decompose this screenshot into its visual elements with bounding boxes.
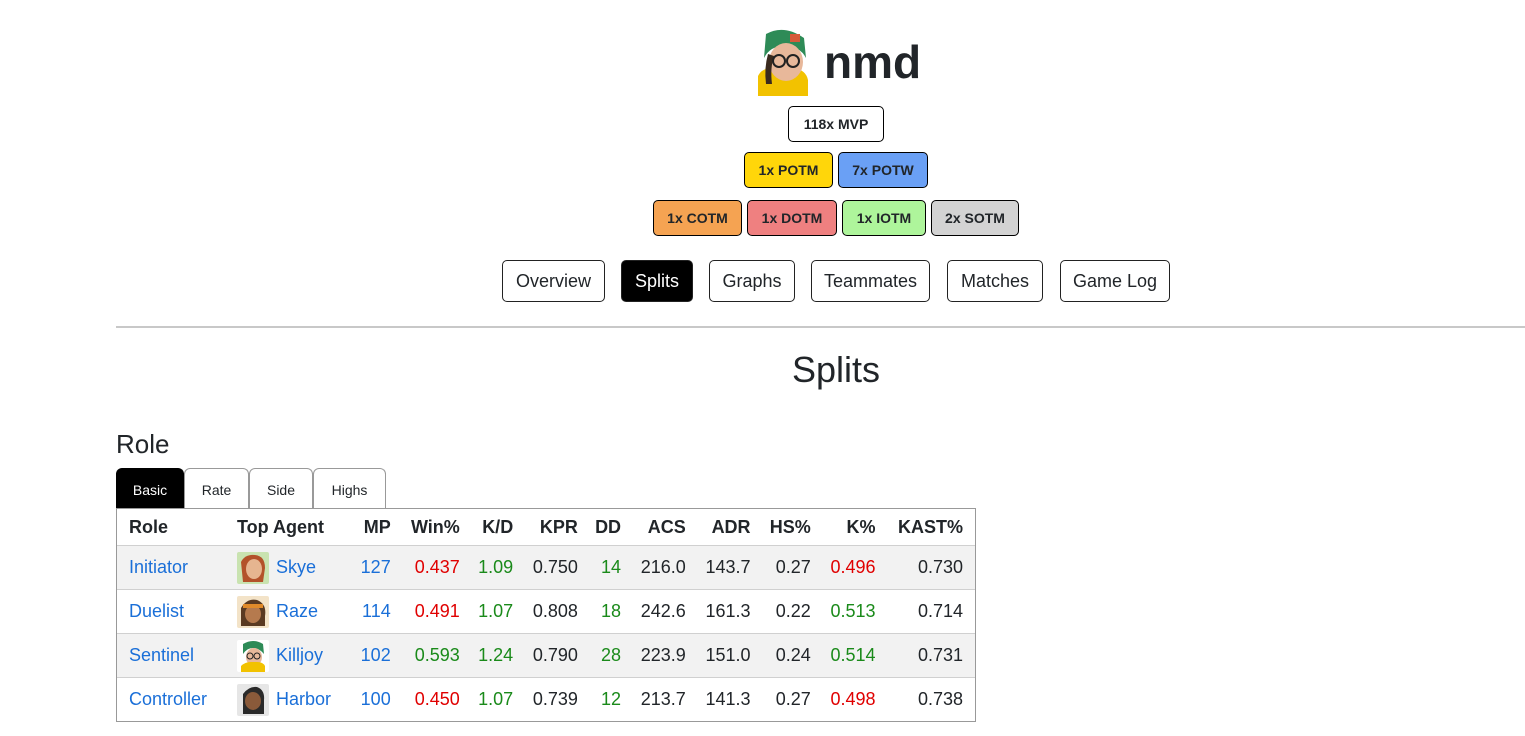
mp-cell[interactable]: 114 xyxy=(355,589,403,634)
killjoy-icon xyxy=(237,639,269,672)
hs-pct-cell: 0.24 xyxy=(762,633,823,678)
sotm-badge: 2x SOTM xyxy=(931,200,1019,236)
table-row: Duelist Raze 114 0.491 1.07 0. xyxy=(117,589,975,634)
agent-link[interactable]: Harbor xyxy=(276,689,332,709)
adr-cell: 151.0 xyxy=(697,633,763,678)
kd-cell: 1.09 xyxy=(471,545,526,590)
win-pct-cell: 0.450 xyxy=(402,677,472,721)
tab-side[interactable]: Side xyxy=(249,468,313,508)
adr-cell: 161.3 xyxy=(697,589,763,634)
acs-cell: 213.7 xyxy=(633,677,698,721)
k-pct-cell: 0.514 xyxy=(822,633,888,678)
k-pct-cell: 0.513 xyxy=(822,589,888,634)
kd-cell: 1.07 xyxy=(471,677,526,721)
k-pct-cell: 0.498 xyxy=(822,677,888,721)
table-row: Sentinel Killjoy 102 xyxy=(117,633,975,678)
header-k-pct[interactable]: K% xyxy=(846,516,876,537)
mvp-badge: 118x MVP xyxy=(788,106,884,142)
kast-pct-cell: 0.731 xyxy=(887,633,975,678)
section-divider xyxy=(116,326,1525,328)
header-dd[interactable]: DD xyxy=(595,516,622,537)
top-agent-cell: Killjoy xyxy=(229,633,355,678)
mp-cell[interactable]: 127 xyxy=(355,545,403,590)
adr-cell: 143.7 xyxy=(697,545,763,590)
header-adr[interactable]: ADR xyxy=(711,516,751,537)
kast-pct-cell: 0.714 xyxy=(887,589,975,634)
tab-basic[interactable]: Basic xyxy=(116,468,184,508)
header-win-pct[interactable]: Win% xyxy=(410,516,460,537)
header-kpr[interactable]: KPR xyxy=(539,516,578,537)
k-pct-cell: 0.496 xyxy=(822,545,888,590)
kast-pct-cell: 0.730 xyxy=(887,545,975,590)
nav-overview-button[interactable]: Overview xyxy=(502,260,605,302)
kpr-cell: 0.750 xyxy=(525,545,590,590)
header-mp[interactable]: MP xyxy=(363,516,391,537)
tab-highs[interactable]: Highs xyxy=(313,468,386,508)
role-link[interactable]: Initiator xyxy=(117,545,229,590)
kpr-cell: 0.808 xyxy=(525,589,590,634)
header-role[interactable]: Role xyxy=(129,516,169,537)
potw-badge: 7x POTW xyxy=(838,152,928,188)
agent-link[interactable]: Raze xyxy=(276,601,319,621)
nav-game-log-button[interactable]: Game Log xyxy=(1060,260,1170,302)
acs-cell: 223.9 xyxy=(633,633,698,678)
top-agent-cell: Harbor xyxy=(229,677,355,721)
potm-badge: 1x POTM xyxy=(744,152,833,188)
killjoy-avatar-icon xyxy=(750,28,816,96)
harbor-icon xyxy=(237,683,269,716)
role-link[interactable]: Controller xyxy=(117,677,229,721)
header-hs-pct[interactable]: HS% xyxy=(769,516,811,537)
player-name: nmd xyxy=(824,36,922,88)
kd-cell: 1.07 xyxy=(471,589,526,634)
role-splits-table: Role Top Agent MP Win% K/D KPR DD ACS AD… xyxy=(116,508,976,722)
header-kd[interactable]: K/D xyxy=(482,516,514,537)
kpr-cell: 0.790 xyxy=(525,633,590,678)
raze-icon xyxy=(237,595,269,628)
kast-pct-cell: 0.738 xyxy=(887,677,975,721)
win-pct-cell: 0.593 xyxy=(402,633,472,678)
win-pct-cell: 0.437 xyxy=(402,545,472,590)
dd-cell: 18 xyxy=(589,589,634,634)
header-kast-pct[interactable]: KAST% xyxy=(897,516,963,537)
acs-cell: 242.6 xyxy=(633,589,698,634)
top-agent-cell: Skye xyxy=(229,545,355,590)
hs-pct-cell: 0.27 xyxy=(762,677,823,721)
agent-link[interactable]: Killjoy xyxy=(276,645,324,665)
adr-cell: 141.3 xyxy=(697,677,763,721)
acs-cell: 216.0 xyxy=(633,545,698,590)
nav-graphs-button[interactable]: Graphs xyxy=(709,260,795,302)
win-pct-cell: 0.491 xyxy=(402,589,472,634)
kd-cell: 1.24 xyxy=(471,633,526,678)
hs-pct-cell: 0.27 xyxy=(762,545,823,590)
dotm-badge: 1x DOTM xyxy=(747,200,837,236)
role-link[interactable]: Sentinel xyxy=(117,633,229,678)
nav-teammates-button[interactable]: Teammates xyxy=(811,260,930,302)
dd-cell: 28 xyxy=(589,633,634,678)
table-header-row: Role Top Agent MP Win% K/D KPR DD ACS AD… xyxy=(117,509,975,546)
iotm-badge: 1x IOTM xyxy=(842,200,926,236)
agent-link[interactable]: Skye xyxy=(276,557,317,577)
table-row: Controller Harbor 100 0.450 1.07 xyxy=(117,677,975,721)
page-title: Splits xyxy=(791,349,881,390)
top-agent-cell: Raze xyxy=(229,589,355,634)
mp-cell[interactable]: 100 xyxy=(355,677,403,721)
hs-pct-cell: 0.22 xyxy=(762,589,823,634)
nav-splits-button[interactable]: Splits xyxy=(621,260,693,302)
tab-rate[interactable]: Rate xyxy=(184,468,249,508)
kpr-cell: 0.739 xyxy=(525,677,590,721)
mp-cell[interactable]: 102 xyxy=(355,633,403,678)
cotm-badge: 1x COTM xyxy=(653,200,742,236)
dd-cell: 12 xyxy=(589,677,634,721)
role-section-heading: Role xyxy=(116,429,170,459)
role-link[interactable]: Duelist xyxy=(117,589,229,634)
skye-icon xyxy=(237,551,269,584)
nav-matches-button[interactable]: Matches xyxy=(947,260,1043,302)
header-top-agent[interactable]: Top Agent xyxy=(237,516,324,537)
dd-cell: 14 xyxy=(589,545,634,590)
header-acs[interactable]: ACS xyxy=(647,516,686,537)
table-row: Initiator Skye 127 0.437 1.09 0.750 1 xyxy=(117,545,975,590)
